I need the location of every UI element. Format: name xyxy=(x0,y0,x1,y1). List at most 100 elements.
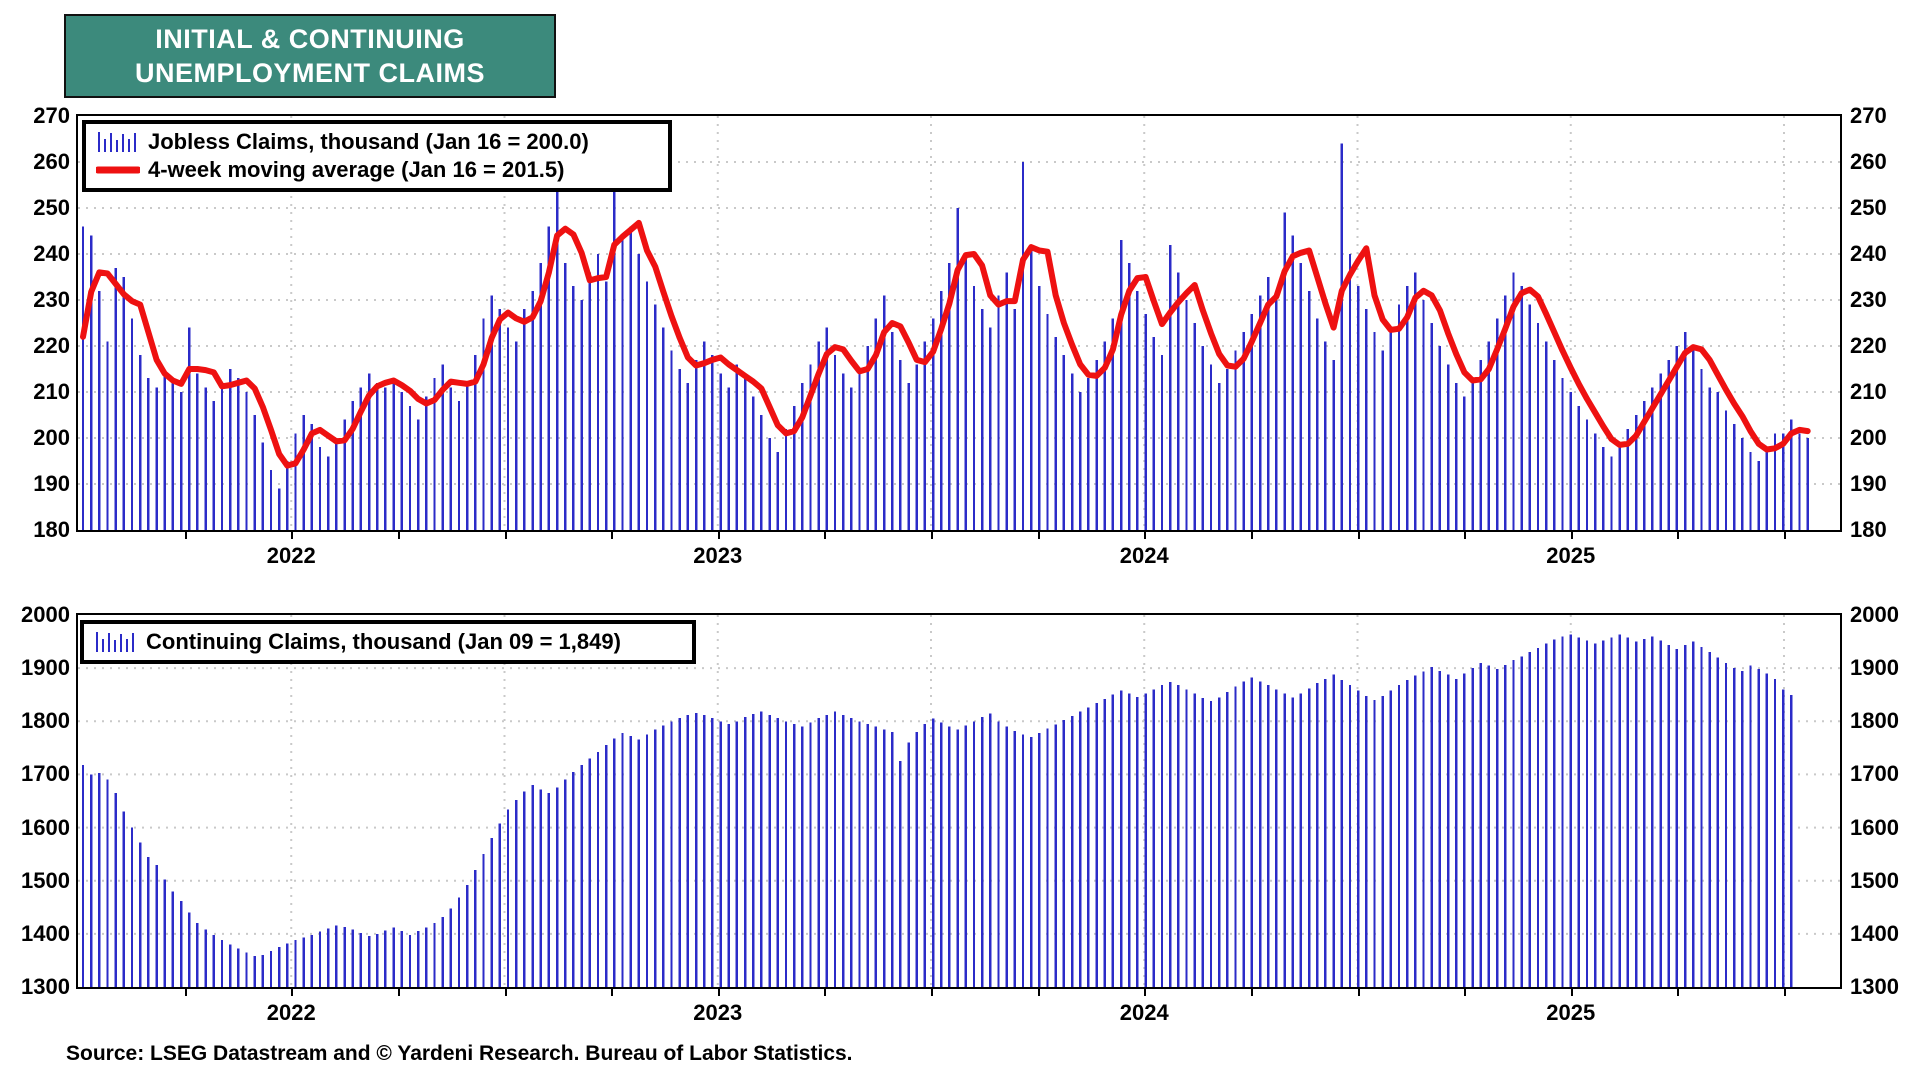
legend-row-continuing-claims: Continuing Claims, thousand (Jan 09 = 1,… xyxy=(94,628,682,656)
legend-label-continuing-claims: Continuing Claims, thousand (Jan 09 = 1,… xyxy=(146,629,621,654)
x-year-label: 2024 xyxy=(1119,1000,1169,1025)
y-tick-label-left: 2000 xyxy=(21,602,70,627)
blue-bars-icon xyxy=(96,129,148,155)
initial-claims-legend: Jobless Claims, thousand (Jan 16 = 200.0… xyxy=(82,120,672,192)
red-line-icon xyxy=(96,165,148,175)
y-tick-label-right: 220 xyxy=(1850,333,1887,358)
x-quarter-tick xyxy=(504,987,507,996)
y-tick-label-right: 1700 xyxy=(1850,761,1899,787)
y-tick-label-right: 1600 xyxy=(1850,814,1899,840)
continuing-claims-bars xyxy=(81,634,1793,987)
y-tick-label-right: 190 xyxy=(1850,471,1887,496)
x-quarter-tick xyxy=(931,530,933,539)
source-attribution: Source: LSEG Datastream and © Yardeni Re… xyxy=(66,1042,853,1065)
y-tick-label-left: 200 xyxy=(33,425,70,450)
blue-bars-icon-svg xyxy=(96,632,134,652)
y-tick-label-left: 1400 xyxy=(21,920,70,946)
gridlines xyxy=(78,116,1840,530)
x-quarter-tick xyxy=(824,987,827,996)
chart-title-line1: INITIAL & CONTINUING xyxy=(155,24,465,54)
x-quarter-tick xyxy=(504,530,507,539)
legend-row-moving-average: 4-week moving average (Jan 16 = 201.5) xyxy=(96,156,658,184)
x-quarter-tick xyxy=(824,530,827,539)
y-tick-label-left: 190 xyxy=(33,471,70,496)
y-tick-label-left: 1700 xyxy=(21,761,70,787)
initial-claims-plot xyxy=(76,114,1842,532)
x-year-label: 2022 xyxy=(266,543,316,568)
x-quarter-tick xyxy=(1464,530,1467,539)
legend-row-jobless-claims: Jobless Claims, thousand (Jan 16 = 200.0… xyxy=(96,128,658,156)
x-quarter-tick xyxy=(184,987,187,996)
x-year-label: 2023 xyxy=(693,543,743,568)
y-tick-label-left: 180 xyxy=(33,517,70,542)
x-year-label: 2025 xyxy=(1546,543,1596,568)
x-quarter-tick xyxy=(1250,987,1253,996)
moving-average-line xyxy=(80,219,1811,469)
legend-label-jobless-claims: Jobless Claims, thousand (Jan 16 = 200.0… xyxy=(148,129,589,154)
x-quarter-tick xyxy=(1250,530,1253,539)
y-tick-label-right: 2000 xyxy=(1850,602,1899,627)
y-tick-label-right: 1300 xyxy=(1850,974,1899,999)
x-quarter-tick xyxy=(1357,987,1360,996)
y-tick-label-right: 1400 xyxy=(1850,920,1899,946)
x-quarter-tick xyxy=(1570,530,1573,539)
continuing-claims-plot xyxy=(76,613,1842,989)
x-quarter-tick xyxy=(397,987,400,996)
x-quarter-tick xyxy=(1464,987,1467,996)
x-year-label: 2023 xyxy=(693,1000,743,1025)
y-tick-label-left: 230 xyxy=(33,287,70,312)
x-year-label: 2024 xyxy=(1119,543,1169,568)
y-tick-label-right: 240 xyxy=(1850,241,1887,266)
x-quarter-tick xyxy=(931,987,933,996)
x-year-label: 2022 xyxy=(266,1000,316,1025)
y-tick-label-left: 1800 xyxy=(21,708,70,734)
y-tick-label-right: 200 xyxy=(1850,425,1887,450)
x-quarter-tick xyxy=(291,530,294,539)
x-quarter-tick xyxy=(717,530,720,539)
x-quarter-tick xyxy=(1784,987,1786,996)
x-quarter-tick xyxy=(1144,987,1147,996)
initial-claims-svg xyxy=(78,116,1840,530)
y-tick-label-right: 1800 xyxy=(1850,708,1899,734)
x-quarter-tick xyxy=(1784,530,1786,539)
continuing-claims-legend: Continuing Claims, thousand (Jan 09 = 1,… xyxy=(80,620,696,664)
y-tick-label-left: 250 xyxy=(33,195,70,220)
y-tick-label-right: 210 xyxy=(1850,379,1887,404)
x-quarter-tick xyxy=(1570,987,1573,996)
x-quarter-tick xyxy=(397,530,400,539)
x-quarter-tick xyxy=(184,530,187,539)
y-tick-label-right: 260 xyxy=(1850,149,1887,174)
x-quarter-tick xyxy=(1357,530,1360,539)
blue-bars-icon xyxy=(94,629,146,655)
y-tick-label-left: 1300 xyxy=(21,974,70,999)
chart-title-line2: UNEMPLOYMENT CLAIMS xyxy=(135,58,485,88)
legend-label-moving-average: 4-week moving average (Jan 16 = 201.5) xyxy=(148,157,565,182)
x-quarter-tick xyxy=(611,530,614,539)
x-quarter-tick xyxy=(717,987,720,996)
y-tick-label-right: 1500 xyxy=(1850,867,1899,893)
gridlines xyxy=(78,615,1840,987)
blue-bars-icon-svg xyxy=(98,132,136,152)
y-tick-label-left: 240 xyxy=(33,241,70,266)
x-quarter-tick xyxy=(1037,987,1040,996)
x-year-label: 2025 xyxy=(1546,1000,1596,1025)
continuing-claims-svg xyxy=(78,615,1840,987)
x-quarter-tick xyxy=(1037,530,1040,539)
red-line-icon-svg xyxy=(96,166,140,174)
y-tick-label-left: 1500 xyxy=(21,867,70,893)
initial-claims-bars xyxy=(81,143,1809,530)
y-tick-label-right: 230 xyxy=(1850,287,1887,312)
y-tick-label-right: 250 xyxy=(1850,195,1887,220)
y-tick-label-left: 1600 xyxy=(21,814,70,840)
y-tick-label-left: 1900 xyxy=(21,655,70,681)
y-tick-label-right: 180 xyxy=(1850,517,1887,542)
x-quarter-tick xyxy=(1677,530,1680,539)
x-quarter-tick xyxy=(1677,987,1680,996)
y-tick-label-left: 210 xyxy=(33,379,70,404)
y-tick-label-left: 270 xyxy=(33,103,70,128)
x-quarter-tick xyxy=(611,987,614,996)
chart-title-box: INITIAL & CONTINUING UNEMPLOYMENT CLAIMS xyxy=(64,14,556,98)
y-tick-label-right: 270 xyxy=(1850,103,1887,128)
x-quarter-tick xyxy=(1144,530,1147,539)
